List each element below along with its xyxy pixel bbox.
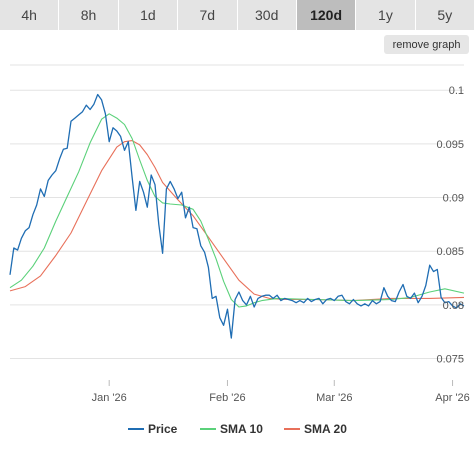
x-tick-label: Apr '26: [435, 392, 470, 404]
tab-8h[interactable]: 8h: [59, 0, 119, 30]
tab-1d[interactable]: 1d: [118, 0, 179, 30]
chart-grid: [10, 64, 464, 360]
series-line-sma20: [9, 140, 465, 302]
series-line-price: [9, 93, 465, 339]
tab-30d[interactable]: 30d: [237, 0, 297, 30]
y-tick-label: 0.09: [443, 193, 464, 205]
remove-graph-button[interactable]: remove graph: [384, 35, 469, 54]
y-tick-label: 0.1: [449, 85, 464, 97]
x-axis-ticks: Jan '26 Feb '26 Mar '26 Apr '26: [92, 380, 470, 404]
price-chart: Jan '26 Feb '26 Mar '26 Apr '26 0.1 0.095 0.0…: [9, 64, 470, 436]
y-axis-ticks: 0.1 0.095 0.09 0.085 0.08 0.075: [436, 85, 464, 365]
y-tick-label: 0.085: [436, 246, 464, 258]
y-tick-label: 0.075: [436, 354, 464, 366]
legend-label-sma20: SMA 20: [304, 422, 347, 436]
chart-series: [9, 93, 465, 339]
tab-120d[interactable]: 120d: [296, 0, 357, 30]
legend-label-sma10: SMA 10: [220, 422, 263, 436]
tab-5y[interactable]: 5y: [415, 0, 474, 30]
x-tick-label: Feb '26: [209, 392, 245, 404]
y-tick-label: 0.095: [436, 139, 464, 151]
range-tab-bar: 4h 8h 1d 7d 30d 120d 1y 5y: [0, 0, 474, 31]
legend-label-price: Price: [148, 422, 178, 436]
x-tick-label: Mar '26: [316, 392, 352, 404]
tab-4h[interactable]: 4h: [0, 0, 60, 30]
chart-legend: Price SMA 10 SMA 20: [128, 422, 347, 436]
tab-1y[interactable]: 1y: [356, 0, 416, 30]
y-tick-label: 0.08: [443, 300, 464, 312]
x-tick-label: Jan '26: [92, 392, 127, 404]
tab-7d[interactable]: 7d: [178, 0, 238, 30]
